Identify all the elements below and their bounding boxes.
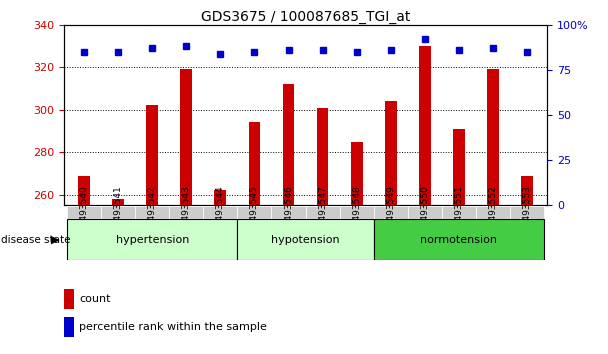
Bar <box>147 105 158 205</box>
Title: GDS3675 / 100087685_TGI_at: GDS3675 / 100087685_TGI_at <box>201 10 410 24</box>
Bar <box>475 206 510 219</box>
Text: GSM493546: GSM493546 <box>284 185 293 240</box>
Bar <box>215 190 226 205</box>
Text: GSM493551: GSM493551 <box>454 185 463 240</box>
Bar <box>170 206 204 219</box>
Bar <box>102 206 136 219</box>
Bar <box>67 206 102 219</box>
Text: GSM493541: GSM493541 <box>114 185 123 240</box>
Text: GSM493544: GSM493544 <box>216 185 225 240</box>
Bar <box>249 122 260 205</box>
Bar <box>351 142 362 205</box>
Text: percentile rank within the sample: percentile rank within the sample <box>79 322 267 332</box>
Bar <box>487 69 499 205</box>
Text: GSM493540: GSM493540 <box>80 185 89 240</box>
Bar <box>453 129 465 205</box>
Text: ▶: ▶ <box>51 235 60 245</box>
Bar <box>317 108 328 205</box>
Text: GSM493553: GSM493553 <box>522 185 531 240</box>
Bar <box>510 206 544 219</box>
Bar <box>385 101 396 205</box>
Text: disease state: disease state <box>1 235 71 245</box>
Bar <box>67 219 238 260</box>
Bar <box>181 69 192 205</box>
Bar <box>204 206 238 219</box>
Bar <box>373 219 544 260</box>
Text: count: count <box>79 294 111 304</box>
Bar <box>64 317 74 337</box>
Bar <box>339 206 373 219</box>
Text: GSM493543: GSM493543 <box>182 185 191 240</box>
Text: GSM493552: GSM493552 <box>488 185 497 240</box>
Text: GSM493548: GSM493548 <box>352 185 361 240</box>
Text: hypertension: hypertension <box>116 235 189 245</box>
Bar <box>64 289 74 309</box>
Bar <box>78 176 90 205</box>
Bar <box>272 206 305 219</box>
Text: GSM493545: GSM493545 <box>250 185 259 240</box>
Bar <box>407 206 441 219</box>
Bar <box>441 206 475 219</box>
Bar <box>419 46 430 205</box>
Text: GSM493549: GSM493549 <box>386 185 395 240</box>
Bar <box>136 206 170 219</box>
Text: hypotension: hypotension <box>271 235 340 245</box>
Bar <box>238 219 373 260</box>
Bar <box>283 84 294 205</box>
Text: GSM493547: GSM493547 <box>318 185 327 240</box>
Text: normotension: normotension <box>420 235 497 245</box>
Bar <box>306 206 339 219</box>
Text: GSM493542: GSM493542 <box>148 185 157 240</box>
Bar <box>112 199 124 205</box>
Bar <box>521 176 533 205</box>
Text: GSM493550: GSM493550 <box>420 185 429 240</box>
Bar <box>238 206 272 219</box>
Bar <box>373 206 407 219</box>
